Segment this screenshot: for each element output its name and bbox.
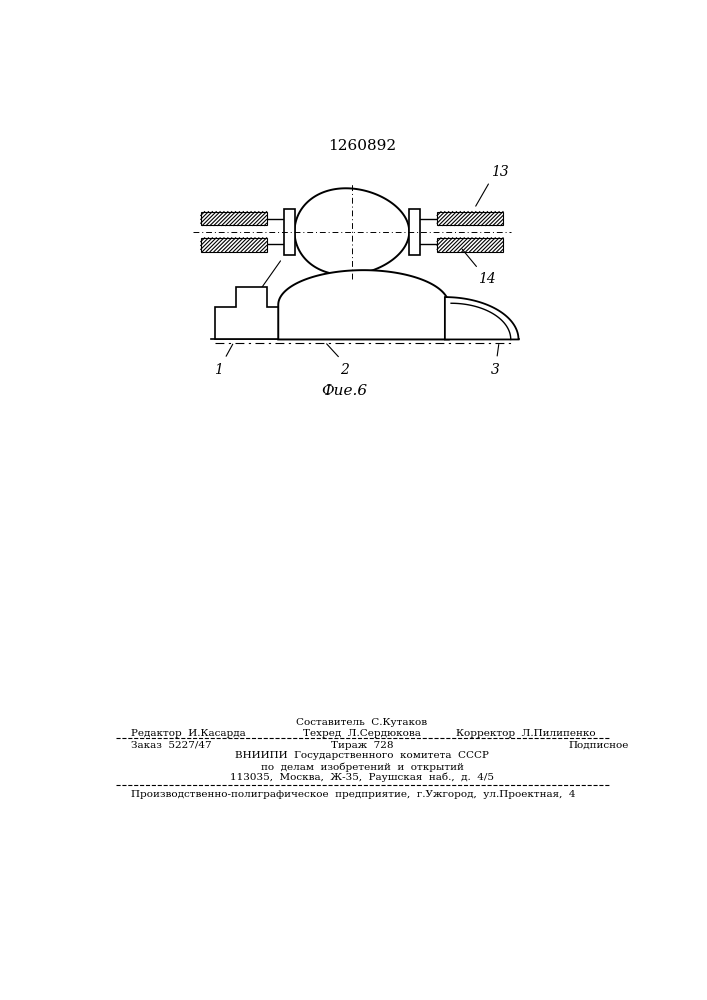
Text: Заказ  5227/47: Заказ 5227/47 (131, 741, 211, 750)
Text: Подписное: Подписное (569, 741, 629, 750)
Bar (437, 212, 503, 225)
Text: 3: 3 (491, 363, 500, 377)
Bar (284, 209, 295, 255)
Text: по  делам  изобретений  и  открытий: по делам изобретений и открытий (260, 762, 463, 772)
Text: Фие.5: Фие.5 (321, 315, 367, 329)
Text: Техред  Л.Сердюкова: Техред Л.Сердюкова (303, 729, 421, 738)
Text: 8: 8 (247, 295, 255, 309)
Text: Тираж  728: Тираж 728 (331, 741, 393, 750)
Text: 1: 1 (214, 363, 223, 377)
Bar (201, 212, 267, 225)
Text: Редактор  И.Касарда: Редактор И.Касарда (131, 729, 246, 738)
Text: Производственно-полиграфическое  предприятие,  г.Ужгород,  ул.Проектная,  4: Производственно-полиграфическое предприя… (131, 790, 575, 799)
Bar (437, 238, 503, 252)
Polygon shape (279, 270, 449, 339)
Text: Составитель  С.Кутаков: Составитель С.Кутаков (296, 718, 428, 727)
Text: 13: 13 (491, 165, 509, 179)
Text: 2: 2 (339, 363, 349, 377)
Polygon shape (215, 287, 284, 339)
Bar (201, 238, 267, 252)
Text: ВНИИПИ  Государственного  комитета  СССР: ВНИИПИ Государственного комитета СССР (235, 751, 489, 760)
Text: Фие.6: Фие.6 (321, 384, 367, 398)
Polygon shape (445, 297, 518, 339)
Text: Корректор  Л.Пилипенко: Корректор Л.Пилипенко (457, 729, 596, 738)
Text: 113035,  Москва,  Ж-35,  Раушская  наб.,  д.  4/5: 113035, Москва, Ж-35, Раушская наб., д. … (230, 773, 494, 782)
Bar (409, 209, 420, 255)
Text: 14: 14 (478, 272, 496, 286)
Text: 1260892: 1260892 (328, 139, 396, 153)
Polygon shape (295, 188, 409, 275)
